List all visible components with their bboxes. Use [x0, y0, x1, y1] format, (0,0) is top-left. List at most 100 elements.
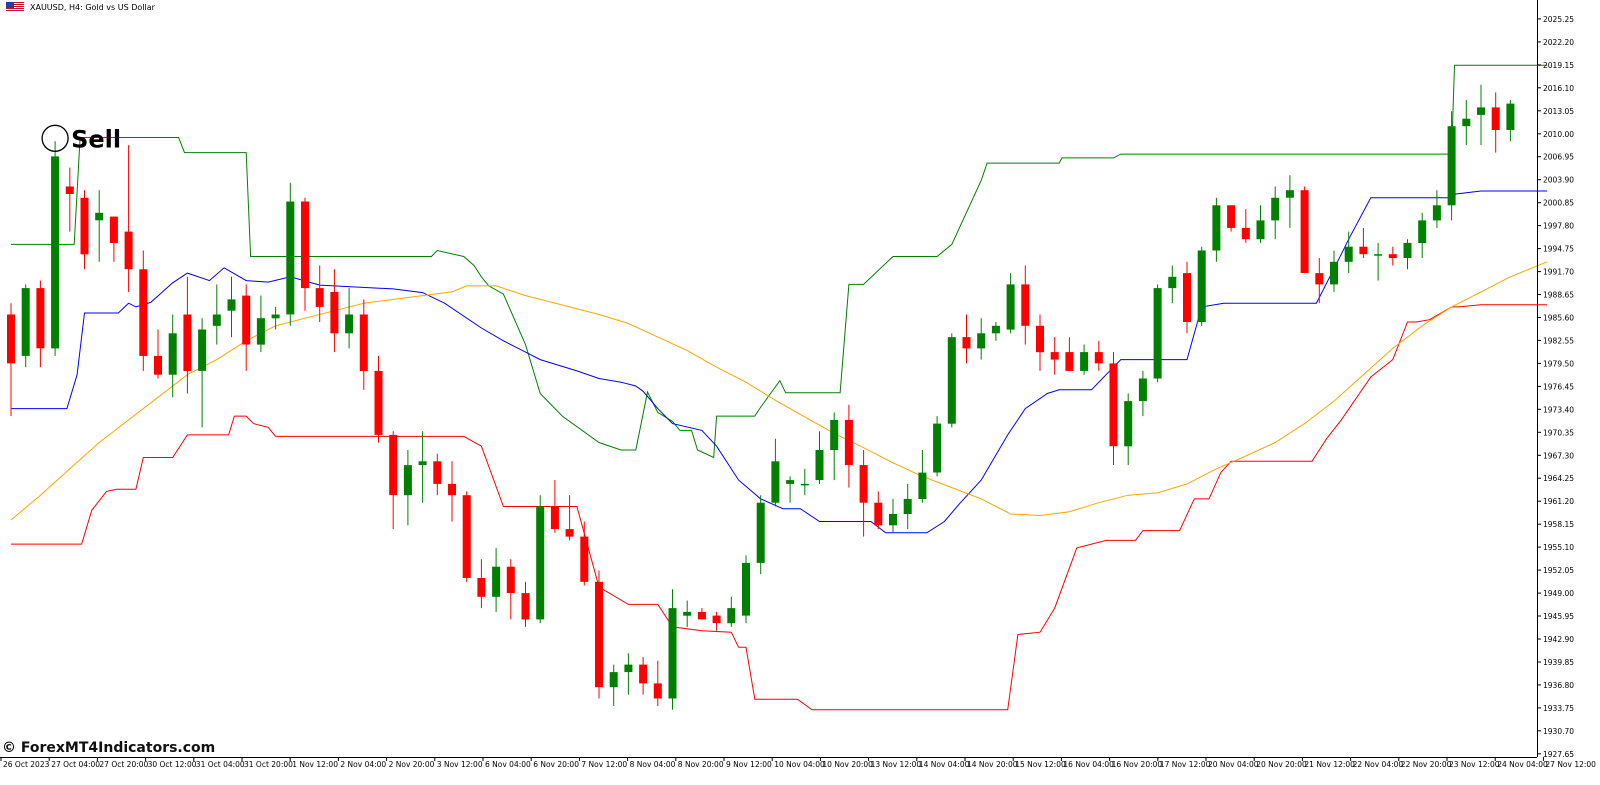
- price-tick-label: 1927.65: [1543, 750, 1574, 759]
- candle-body: [977, 333, 986, 349]
- candle-body: [756, 502, 765, 563]
- price-tick-label: 2019.15: [1543, 61, 1574, 70]
- candles: [7, 84, 1515, 710]
- candle-body: [1094, 352, 1103, 364]
- candle-body: [1359, 246, 1368, 255]
- price-tick-label: 1958.15: [1543, 520, 1574, 529]
- price-tick-label: 1991.70: [1543, 268, 1574, 277]
- candle-body: [859, 465, 868, 503]
- time-tick-label: 22 Nov 04:00: [1353, 760, 1404, 769]
- candle-body: [242, 295, 251, 345]
- candle-body: [330, 291, 339, 334]
- time-axis[interactable]: 26 Oct 2023 27 Oct 04:00 27 Oct 20:00 30 Oc…: [0, 757, 1596, 769]
- candle-body: [389, 434, 398, 496]
- candle-body: [1477, 107, 1485, 115]
- candle-body: [1285, 190, 1294, 198]
- candle-body: [815, 450, 824, 481]
- candle-body: [21, 288, 30, 356]
- price-axis[interactable]: 2025.25 2022.20 2019.15 2016.10 2013.05 2010.…: [1537, 15, 1574, 759]
- candle-body: [124, 231, 133, 270]
- sell-signal-label: Sell: [71, 125, 121, 153]
- price-tick-label: 1933.75: [1543, 704, 1574, 713]
- candle-body: [1065, 352, 1074, 371]
- time-tick-label: 14 Nov 04:00: [919, 760, 970, 769]
- indicator-line-2: [11, 304, 1548, 711]
- indicator-lines: [10, 64, 1548, 711]
- candle-body: [1109, 363, 1118, 447]
- candle-body: [1021, 284, 1030, 326]
- candle-body: [227, 299, 236, 311]
- time-tick-label: 6 Nov 20:00: [533, 760, 579, 769]
- candle-body: [1212, 205, 1221, 251]
- candle-body: [844, 419, 853, 466]
- candle-body: [933, 423, 942, 473]
- candle-body: [286, 201, 295, 315]
- candle-body: [374, 370, 383, 435]
- candle-body: [1388, 254, 1397, 258]
- time-tick-label: 8 Nov 04:00: [630, 760, 676, 769]
- chart-header: XAUUSD, H4: Gold vs US Dollar: [6, 1, 155, 13]
- price-tick-label: 1973.40: [1543, 405, 1574, 414]
- candle-body: [536, 506, 545, 620]
- candle-body: [653, 683, 662, 699]
- price-tick-label: 1964.25: [1543, 474, 1574, 483]
- candle-body: [492, 566, 501, 597]
- candle-body: [1050, 352, 1059, 360]
- indicator-line-0: [11, 64, 1548, 459]
- price-tick-label: 1949.00: [1543, 589, 1574, 598]
- candle-body: [786, 480, 795, 484]
- watermark: © ForexMT4Indicators.com: [2, 740, 216, 756]
- candle-body: [448, 483, 456, 496]
- candle-body: [521, 593, 530, 620]
- price-tick-label: 2016.10: [1543, 84, 1574, 93]
- candle-body: [65, 186, 74, 194]
- sell-signal-circle: [41, 124, 69, 152]
- price-tick-label: 1939.85: [1543, 658, 1574, 667]
- time-tick-label: 8 Nov 20:00: [678, 760, 724, 769]
- time-tick-label: 24 Nov 04:00: [1497, 760, 1548, 769]
- time-tick-label: 23 Nov 12:00: [1449, 760, 1500, 769]
- candle-body: [1138, 378, 1147, 402]
- price-tick-label: 1936.80: [1543, 681, 1574, 690]
- candle-body: [345, 314, 354, 334]
- candle-body: [947, 337, 956, 424]
- time-tick-label: 2 Nov 20:00: [389, 760, 435, 769]
- candle-body: [918, 472, 927, 499]
- candle-body: [1153, 288, 1162, 379]
- candle-body: [506, 566, 515, 594]
- price-tick-label: 2013.05: [1543, 107, 1574, 116]
- candle-body: [550, 506, 559, 530]
- candle-body: [7, 314, 15, 364]
- axes: 2025.25 2022.20 2019.15 2016.10 2013.05 2010.…: [0, 0, 1596, 769]
- time-tick-label: 31 Oct 04:00: [196, 760, 245, 769]
- candle-body: [477, 578, 486, 597]
- candle-body: [1036, 325, 1044, 353]
- candle-body: [874, 502, 883, 526]
- candle-body: [433, 461, 442, 484]
- candle-body: [1197, 250, 1206, 322]
- candle-body: [183, 314, 192, 371]
- candle-body: [800, 483, 809, 486]
- price-tick-label: 1985.60: [1543, 314, 1574, 323]
- candle-body: [418, 461, 427, 466]
- candle-body: [727, 608, 736, 624]
- candle-body: [595, 581, 603, 688]
- symbol-info: XAUUSD, H4: Gold vs US Dollar: [30, 2, 155, 12]
- candle-body: [1418, 220, 1427, 243]
- candle-body: [139, 269, 148, 356]
- candle-body: [256, 318, 265, 345]
- candle-body: [1330, 261, 1338, 285]
- price-tick-label: 2003.90: [1543, 176, 1574, 185]
- candle-body: [1256, 220, 1265, 240]
- price-tick-label: 2010.00: [1543, 130, 1574, 139]
- price-tick-label: 1997.80: [1543, 222, 1574, 231]
- candle-body: [742, 562, 750, 616]
- candle-body: [1403, 242, 1412, 258]
- price-tick-label: 1967.30: [1543, 451, 1574, 460]
- candle-body: [889, 514, 897, 526]
- candle-body: [403, 465, 412, 496]
- price-tick-label: 1982.55: [1543, 336, 1574, 345]
- candle-body: [1432, 205, 1441, 221]
- time-tick-label: 22 Nov 20:00: [1401, 760, 1452, 769]
